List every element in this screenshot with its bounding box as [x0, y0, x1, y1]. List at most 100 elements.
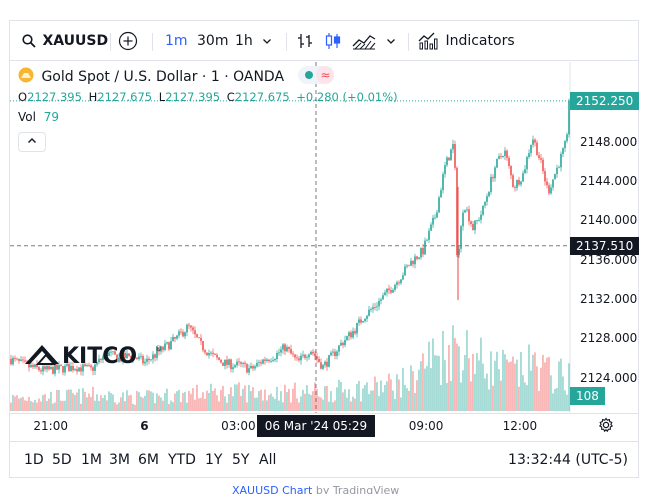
volume-bar [328, 401, 330, 411]
volume-bar [100, 395, 102, 411]
candle-body [260, 362, 262, 364]
volume-bar [48, 398, 50, 411]
symbol-search[interactable]: XAUUSD [22, 21, 108, 61]
time-axis[interactable]: 21:00 6 03:00 09:00 12:00 [10, 413, 638, 439]
compare-button[interactable] [118, 21, 138, 61]
candle-body [440, 190, 442, 198]
candle-body [550, 187, 552, 194]
volume-tag: 108 [570, 387, 605, 405]
volume-row: Vol 79 [18, 110, 59, 124]
candle-body [178, 331, 180, 336]
volume-bar [72, 393, 74, 411]
timezone-clock[interactable]: 13:32:44 (UTC-5) [508, 452, 628, 468]
volume-bar [188, 390, 190, 411]
candle-body [274, 359, 276, 361]
range-ytd[interactable]: YTD [168, 452, 196, 468]
candle-body [266, 359, 268, 361]
candle-body [308, 354, 310, 358]
volume-bar [78, 388, 80, 411]
candle-body [116, 354, 118, 362]
candle-body [16, 358, 18, 360]
chart-settings-button[interactable] [598, 417, 614, 437]
volume-bar [214, 388, 216, 411]
volume-bar [356, 384, 358, 411]
candle-body [470, 221, 472, 225]
range-3m[interactable]: 3M [109, 452, 130, 468]
candle-body [14, 357, 16, 359]
candle-body [358, 319, 360, 323]
candle-body [70, 366, 72, 372]
candle-body [76, 369, 78, 372]
candle-body [472, 224, 474, 231]
volume-bar [118, 402, 120, 411]
interval-30m[interactable]: 30m [197, 33, 229, 49]
volume-bar [260, 389, 262, 411]
candle-body [90, 365, 92, 368]
candle-body [128, 353, 130, 356]
candle-body [168, 342, 170, 350]
range-6m[interactable]: 6M [138, 452, 159, 468]
volume-bar [254, 397, 256, 411]
candle-body [400, 279, 402, 284]
candle-body [314, 353, 316, 357]
volume-bar [70, 389, 72, 411]
interval-dropdown[interactable] [262, 21, 272, 61]
volume-bar [38, 398, 40, 411]
close-label: C [226, 90, 235, 104]
candle-body [88, 365, 90, 366]
change-value: +0.280 (+0.01%) [296, 90, 398, 104]
volume-bar [394, 398, 396, 411]
candle-body [18, 358, 20, 361]
candle-body [490, 176, 492, 192]
range-5y[interactable]: 5Y [232, 452, 250, 468]
candle-body [210, 352, 212, 354]
range-5d[interactable]: 5D [52, 452, 72, 468]
candle-body [236, 361, 238, 366]
range-all[interactable]: All [259, 452, 277, 468]
indicators-button[interactable]: Indicators [418, 21, 515, 61]
volume-bar [316, 388, 318, 411]
volume-bar [82, 388, 84, 411]
volume-bar [298, 402, 300, 411]
volume-bar [228, 394, 230, 411]
candle-body [360, 319, 362, 323]
area-style-button[interactable] [352, 21, 376, 61]
volume-bar [132, 403, 134, 411]
volume-value: 79 [43, 110, 60, 124]
candle-body [390, 290, 392, 293]
volume-bar [362, 388, 364, 411]
volume-bar [392, 390, 394, 411]
attribution-link[interactable]: XAUUSD Chart [232, 484, 313, 494]
candle-body [32, 364, 34, 368]
candle-body [436, 212, 438, 218]
collapse-legend-button[interactable] [18, 132, 46, 152]
volume-bar [236, 384, 238, 411]
volume-bar [160, 397, 162, 411]
volume-bar [28, 396, 30, 411]
candles-style-button[interactable] [324, 21, 342, 61]
volume-bar [404, 384, 406, 411]
range-1y[interactable]: 1Y [205, 452, 223, 468]
range-1d[interactable]: 1D [24, 452, 44, 468]
candle-body [458, 248, 460, 256]
candle-body [378, 300, 380, 307]
volume-bar [396, 374, 398, 411]
candle-body [276, 353, 278, 360]
volume-bar [428, 341, 430, 411]
range-1m[interactable]: 1M [81, 452, 102, 468]
volume-bar [552, 393, 554, 411]
candle-body [194, 330, 196, 335]
volume-bar [166, 388, 168, 411]
interval-1m[interactable]: 1m [165, 33, 188, 49]
delayed-data-icon: ≈ [316, 66, 335, 84]
bars-style-button[interactable] [296, 21, 314, 61]
chart-type-dropdown[interactable] [386, 21, 396, 61]
market-status-badge[interactable]: ≈ [298, 66, 335, 84]
volume-bar [482, 363, 484, 411]
interval-1h[interactable]: 1h [235, 33, 253, 49]
candle-body [160, 346, 162, 352]
candle-body [144, 361, 146, 364]
candle-body [404, 266, 406, 276]
plus-circle-icon [118, 31, 138, 51]
volume-bar [444, 360, 446, 411]
